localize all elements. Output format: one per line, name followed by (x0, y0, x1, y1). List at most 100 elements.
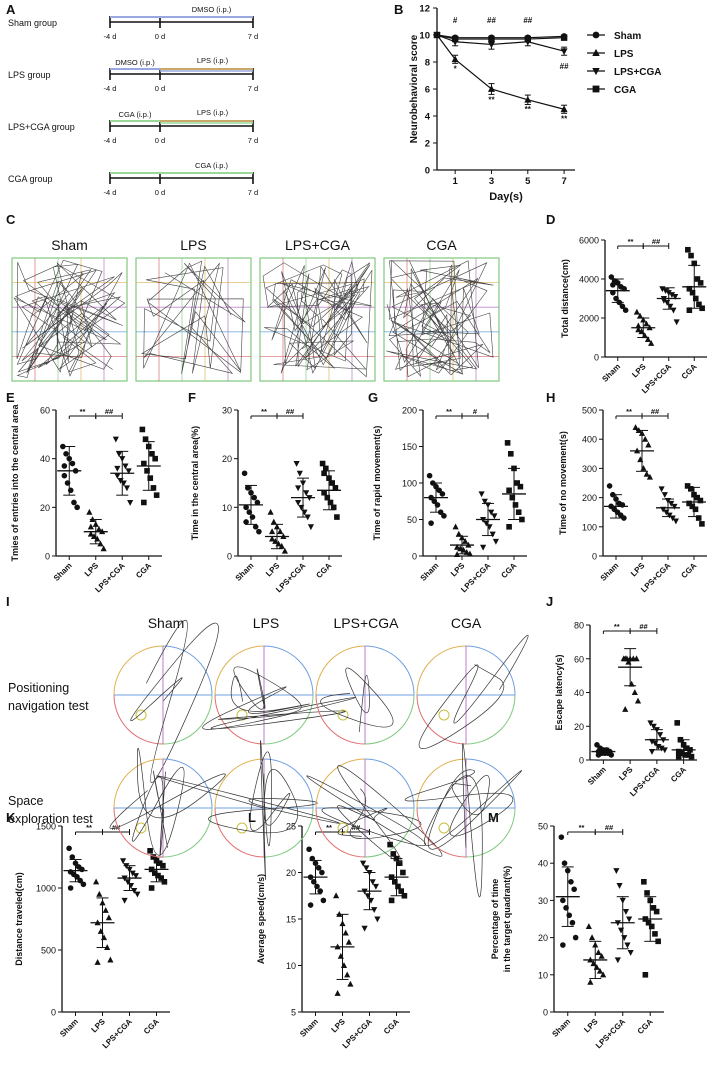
movement-track (141, 260, 246, 374)
data-point (112, 436, 119, 443)
data-point (67, 885, 74, 891)
data-point (100, 545, 107, 552)
data-point (306, 846, 312, 853)
timeline-tick-label: 0 d (155, 84, 165, 93)
panel-letter-J: J (546, 594, 554, 609)
data-point (608, 752, 615, 758)
pool-quadrant (465, 758, 516, 809)
data-point (439, 491, 446, 497)
data-point (102, 906, 109, 913)
significance-mark: ## (487, 16, 496, 25)
data-point (319, 869, 325, 876)
data-point (369, 879, 376, 886)
data-point (633, 308, 640, 315)
pool-quadrant (162, 758, 213, 809)
data-point (241, 470, 248, 477)
y-tick-label: 400 (582, 435, 597, 445)
data-point (645, 919, 652, 926)
water-maze-pool (202, 645, 356, 745)
x-axis-label: Day(s) (489, 191, 523, 203)
data-point (333, 892, 340, 899)
data-point (569, 919, 576, 926)
data-point (524, 95, 532, 103)
significance-mark: ## (105, 407, 114, 416)
data-point (514, 480, 520, 486)
data-point (134, 891, 141, 898)
data-point (307, 902, 314, 908)
pool-quadrant (465, 645, 516, 696)
data-point (452, 523, 459, 530)
data-point (689, 503, 696, 510)
panel-letter-M: M (488, 810, 499, 825)
significance-mark: ** (80, 407, 86, 416)
data-point (66, 845, 72, 852)
data-point (650, 905, 657, 911)
data-point (125, 468, 132, 475)
data-point (120, 858, 127, 865)
pool-quadrant (263, 694, 314, 745)
treatment-label: CGA (i.p.) (195, 161, 228, 170)
category-label: LPS (629, 561, 647, 579)
data-point (243, 504, 249, 511)
timeline-tick-label: -4 d (104, 32, 117, 41)
y-tick-label: 0 (425, 166, 430, 177)
platform (438, 709, 450, 721)
pool-quadrant (162, 694, 213, 745)
category-label: CGA (679, 561, 698, 580)
data-point (93, 878, 100, 885)
data-point (506, 524, 512, 530)
data-point (295, 485, 302, 492)
data-point (161, 879, 168, 885)
data-point (631, 689, 638, 696)
data-point (315, 865, 322, 871)
significance-mark: ## (523, 16, 532, 25)
data-point (245, 485, 251, 491)
arena-label: LPS+CGA (285, 237, 351, 253)
data-point (650, 723, 657, 730)
y-tick-label: 300 (582, 464, 597, 474)
data-point (621, 935, 628, 941)
legend-marker (592, 31, 600, 39)
y-tick-label: 40 (40, 454, 50, 464)
data-point (622, 655, 629, 662)
data-point (560, 897, 566, 904)
data-point (129, 870, 136, 877)
data-point (655, 938, 661, 945)
data-point (433, 31, 441, 39)
data-point (374, 916, 381, 923)
y-tick-label: 50 (407, 515, 417, 525)
data-point (388, 897, 395, 904)
open-field-arena (259, 257, 376, 382)
data-point (658, 745, 665, 752)
data-point (330, 504, 337, 511)
swim-path (156, 740, 340, 881)
panel-letter-E: E (6, 390, 15, 405)
data-point (619, 303, 626, 310)
legend-marker (592, 85, 600, 93)
water-maze-pool (315, 645, 415, 745)
pool-quadrant (315, 758, 366, 809)
data-point (662, 288, 669, 295)
data-point (321, 470, 327, 477)
data-point (512, 502, 519, 508)
data-point (689, 289, 696, 296)
data-point (613, 868, 620, 874)
y-axis-label: Time of no movement(s) (558, 431, 568, 535)
pool-quadrant (315, 694, 366, 745)
data-point (558, 834, 565, 840)
data-point (606, 483, 613, 489)
x-tick-label: 7 (561, 176, 566, 187)
data-point (436, 487, 443, 494)
timeline-group-label: CGA group (8, 174, 53, 184)
category-label: Sham (599, 561, 621, 583)
category-label: LPS+CGA (628, 765, 661, 798)
data-point (644, 890, 650, 896)
significance-mark: ** (628, 237, 634, 246)
data-point (147, 848, 153, 854)
y-tick-label: 150 (402, 442, 417, 452)
data-point (647, 720, 654, 727)
data-point (632, 424, 639, 431)
data-point (646, 473, 653, 480)
swim-path (418, 634, 529, 749)
y-tick-label: 80 (574, 621, 584, 631)
